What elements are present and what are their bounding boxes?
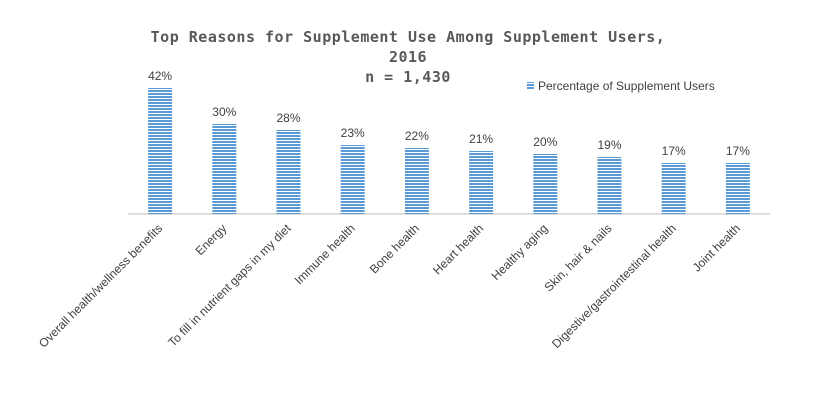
bar-8 <box>597 157 622 214</box>
data-label-8: 19% <box>597 138 621 152</box>
bar-5 <box>404 148 429 214</box>
data-label-10: 17% <box>726 144 750 158</box>
category-label-10: Joint health <box>690 221 743 274</box>
data-label-5: 22% <box>405 129 429 143</box>
category-label-9: Digestive/gastrointestinal health <box>549 221 679 351</box>
data-label-9: 17% <box>662 144 686 158</box>
data-labels: 42% 30% 28% 23% 22% 21% 20% 19% 17% 17% <box>148 69 750 158</box>
category-label-8: Skin, hair & nails <box>542 221 615 294</box>
bar-4 <box>340 145 365 214</box>
data-label-4: 23% <box>341 126 365 140</box>
category-label-3: To fill in nutrient gaps in my diet <box>165 221 294 350</box>
chart-title-line-2: 2016 <box>389 48 427 66</box>
bar-3 <box>276 130 301 214</box>
category-label-5: Bone health <box>367 221 422 276</box>
category-labels: Overall health/wellness benefits EnergyTo… <box>36 221 743 351</box>
chart-title-line-3: n = 1,430 <box>365 68 451 86</box>
bar-1 <box>148 88 173 214</box>
data-label-1: 42% <box>148 69 172 83</box>
category-label-7: Healthy aging <box>489 221 551 283</box>
bar-9 <box>661 163 686 214</box>
data-label-6: 21% <box>469 132 493 146</box>
legend-swatch <box>527 82 534 90</box>
bar-10 <box>725 163 750 214</box>
category-label-4: Immune health <box>292 221 358 287</box>
data-label-2: 30% <box>212 105 236 119</box>
legend-label: Percentage of Supplement Users <box>538 79 715 93</box>
legend: Percentage of Supplement Users <box>527 79 715 93</box>
bar-7 <box>533 154 558 214</box>
bars <box>148 88 750 214</box>
data-label-7: 20% <box>533 135 557 149</box>
bar-2 <box>212 124 237 214</box>
bar-6 <box>469 151 494 214</box>
category-label-1: Overall health/wellness benefits <box>36 221 165 350</box>
chart-title-line-1: Top Reasons for Supplement Use Among Sup… <box>151 28 666 46</box>
data-label-3: 28% <box>276 111 300 125</box>
category-label-2: Energy <box>193 221 230 258</box>
category-label-6: Heart health <box>430 221 486 277</box>
